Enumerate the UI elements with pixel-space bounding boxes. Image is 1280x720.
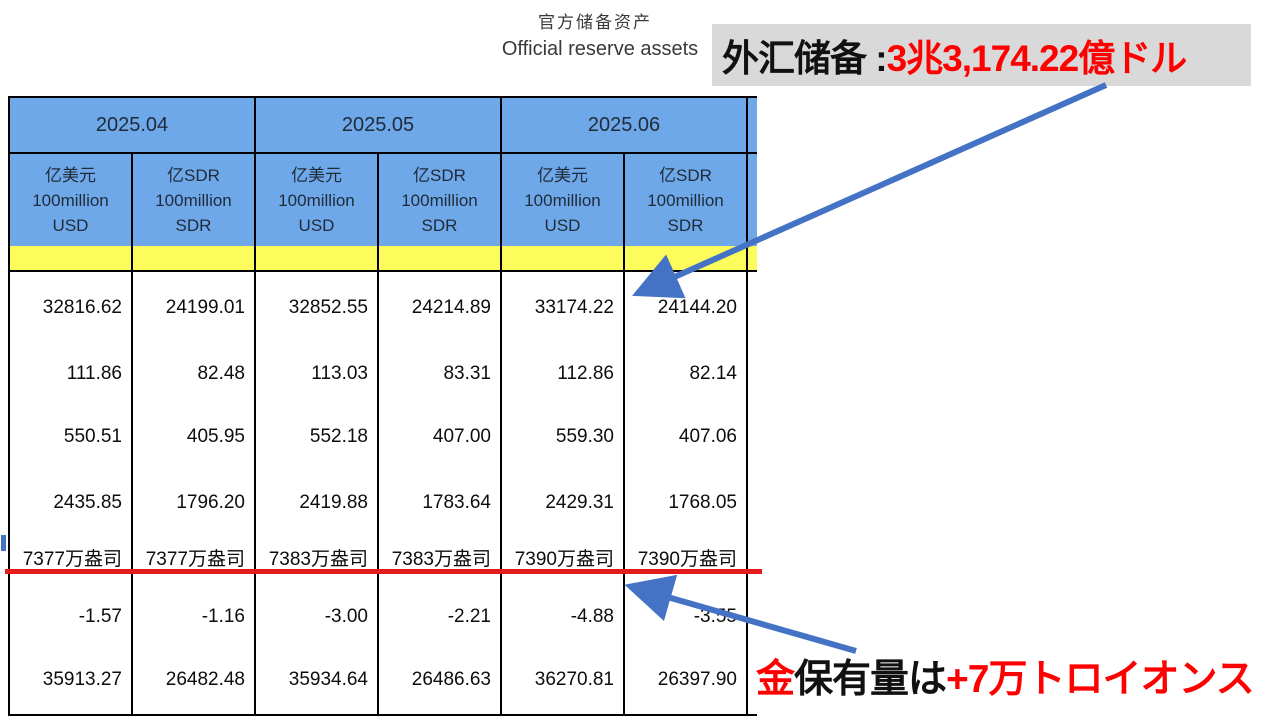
unit-line: 100million <box>401 190 478 210</box>
table-cell: 2419.88 <box>256 470 379 536</box>
table-cell: 36270.81 <box>502 646 625 714</box>
fx-reserves-callout: 外汇储备 :3兆3,174.22億ドル <box>712 24 1251 86</box>
gold-kanji: 金 <box>756 658 795 701</box>
unit-header-usd: 亿美元 100million USD <box>502 154 625 246</box>
table-cell: -3.00 <box>256 588 379 646</box>
table-cell: 1796.20 <box>133 470 256 536</box>
gold-holdings-label: 保有量は <box>794 658 947 701</box>
table-cell: 111.86 <box>10 344 133 404</box>
gold-holdings-callout: 金保有量は +7万トロイオンス <box>756 650 1280 702</box>
official-reserve-assets-table: 2025.04 2025.05 2025.06 亿美元 100million U… <box>8 96 757 716</box>
table-cell: 407.00 <box>379 404 502 470</box>
clipped-cell <box>748 404 757 470</box>
unit-line: 亿SDR <box>167 165 220 185</box>
unit-line: 亿SDR <box>413 165 466 185</box>
clipped-cell <box>748 344 757 404</box>
yellow-band-cell <box>625 246 748 272</box>
table-cell: 26486.63 <box>379 646 502 714</box>
table-cell: 407.06 <box>625 404 748 470</box>
unit-line: 100million <box>278 190 355 210</box>
fx-reserves-value: 3兆3,174.22億ドル <box>886 38 1188 79</box>
unit-line: 100million <box>155 190 232 210</box>
table-cell: 83.31 <box>379 344 502 404</box>
unit-line: 亿SDR <box>659 165 712 185</box>
unit-line: SDR <box>421 215 458 235</box>
unit-line: SDR <box>175 215 212 235</box>
slide-title-english: Official reserve assets <box>501 38 699 60</box>
table-cell: 82.14 <box>625 344 748 404</box>
table-cell: 32816.62 <box>10 272 133 344</box>
clipped-marker <box>1 535 6 551</box>
gold-holdings-value: +7万トロイオンス <box>946 658 1255 701</box>
table-cell: 26397.90 <box>625 646 748 714</box>
table-cell-gold-ounces: 7377万盎司 <box>133 536 256 588</box>
table-cell: 559.30 <box>502 404 625 470</box>
table-cell-gold-ounces: 7377万盎司 <box>10 536 133 588</box>
clipped-cell <box>748 470 757 536</box>
month-header-2025-04: 2025.04 <box>10 98 256 154</box>
table-cell-gold-ounces: 7383万盎司 <box>379 536 502 588</box>
table-cell: 112.86 <box>502 344 625 404</box>
month-header-2025-06: 2025.06 <box>502 98 748 154</box>
unit-line: 100million <box>524 190 601 210</box>
unit-line: 100million <box>32 190 109 210</box>
table-cell-fx-reserves: 33174.22 <box>502 272 625 344</box>
table-cell: -1.16 <box>133 588 256 646</box>
unit-header-usd: 亿美元 100million USD <box>256 154 379 246</box>
table-cell: 550.51 <box>10 404 133 470</box>
unit-header-sdr: 亿SDR 100million SDR <box>379 154 502 246</box>
clipped-cell <box>748 646 757 714</box>
red-underline <box>5 569 762 574</box>
table-cell: 82.48 <box>133 344 256 404</box>
yellow-band-cell <box>10 246 133 272</box>
clipped-cell <box>748 272 757 344</box>
unit-line: 亿美元 <box>537 165 588 185</box>
table-cell-gold-ounces: 7390万盎司 <box>625 536 748 588</box>
yellow-band-cell <box>256 246 379 272</box>
table-cell: 24144.20 <box>625 272 748 344</box>
clipped-column-header <box>748 98 757 154</box>
table-cell: 2435.85 <box>10 470 133 536</box>
unit-line: 100million <box>647 190 724 210</box>
table-cell: 26482.48 <box>133 646 256 714</box>
table-cell: 1783.64 <box>379 470 502 536</box>
table-cell: 35934.64 <box>256 646 379 714</box>
table-cell: 1768.05 <box>625 470 748 536</box>
table-cell: 24214.89 <box>379 272 502 344</box>
unit-header-sdr: 亿SDR 100million SDR <box>625 154 748 246</box>
clipped-yellow-band-cell <box>748 246 757 272</box>
table-cell: -4.88 <box>502 588 625 646</box>
table-cell: 24199.01 <box>133 272 256 344</box>
yellow-band-cell <box>502 246 625 272</box>
unit-line: 亿美元 <box>45 165 96 185</box>
unit-header-sdr: 亿SDR 100million SDR <box>133 154 256 246</box>
table-cell: 113.03 <box>256 344 379 404</box>
unit-line: USD <box>544 215 581 235</box>
table-cell: 405.95 <box>133 404 256 470</box>
unit-line: USD <box>52 215 89 235</box>
unit-header-usd: 亿美元 100million USD <box>10 154 133 246</box>
table-cell: 552.18 <box>256 404 379 470</box>
table-cell: 2429.31 <box>502 470 625 536</box>
table-cell: -3.55 <box>625 588 748 646</box>
clipped-cell <box>748 588 757 646</box>
fx-reserves-label: 外汇储备 : <box>722 38 888 79</box>
table-cell: 35913.27 <box>10 646 133 714</box>
yellow-band-cell <box>133 246 256 272</box>
unit-line: 亿美元 <box>291 165 342 185</box>
unit-line: USD <box>298 215 335 235</box>
table-cell-gold-ounces: 7390万盎司 <box>502 536 625 588</box>
slide-title-chinese: 官方储备资产 <box>538 13 652 32</box>
table-cell: -1.57 <box>10 588 133 646</box>
clipped-column-header <box>748 154 757 246</box>
yellow-band-cell <box>379 246 502 272</box>
table-cell: -2.21 <box>379 588 502 646</box>
table-cell: 32852.55 <box>256 272 379 344</box>
month-header-2025-05: 2025.05 <box>256 98 502 154</box>
unit-line: SDR <box>667 215 704 235</box>
table-cell-gold-ounces: 7383万盎司 <box>256 536 379 588</box>
clipped-cell <box>748 536 757 588</box>
